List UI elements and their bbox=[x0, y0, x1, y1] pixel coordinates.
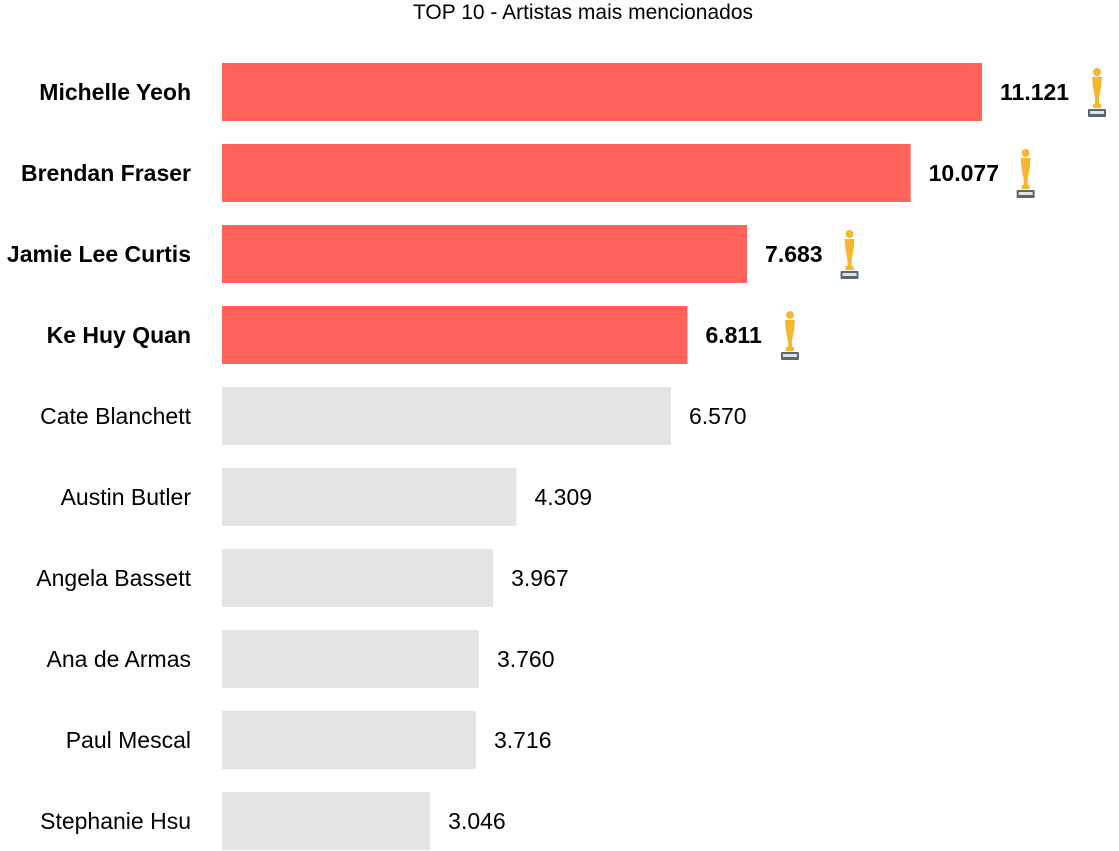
bar-angela-bassett bbox=[222, 549, 494, 607]
category-label: Ke Huy Quan bbox=[47, 322, 191, 348]
value-label: 6.811 bbox=[705, 322, 761, 348]
value-label: 10.077 bbox=[929, 160, 999, 186]
bar-cate-blanchett bbox=[222, 387, 671, 445]
value-label: 3.760 bbox=[497, 646, 555, 672]
bar-jamie-lee-curtis bbox=[222, 225, 748, 283]
bar-austin-butler bbox=[222, 468, 517, 526]
oscar-statuette-icon bbox=[1088, 68, 1106, 117]
category-label: Jamie Lee Curtis bbox=[7, 241, 191, 267]
bar-ana-de-armas bbox=[222, 630, 479, 688]
bar-ke-huy-quan bbox=[222, 306, 688, 364]
category-label: Cate Blanchett bbox=[40, 403, 191, 429]
chart-title: TOP 10 - Artistas mais mencionados bbox=[413, 1, 753, 24]
oscar-statuette-icon bbox=[780, 311, 799, 360]
value-label: 4.309 bbox=[534, 484, 592, 510]
bars-group: Michelle Yeoh 11.121 Brendan Fraser 10.077 J… bbox=[7, 63, 1106, 850]
category-label: Austin Butler bbox=[61, 484, 192, 510]
value-label: 11.121 bbox=[1000, 79, 1069, 105]
category-label: Stephanie Hsu bbox=[40, 808, 191, 834]
category-label: Angela Bassett bbox=[36, 565, 191, 591]
category-label: Ana de Armas bbox=[47, 646, 191, 672]
bar-paul-mescal bbox=[222, 711, 476, 769]
bar-brendan-fraser bbox=[222, 144, 911, 202]
category-label: Paul Mescal bbox=[66, 727, 191, 753]
oscar-statuette-icon bbox=[1016, 149, 1035, 198]
value-label: 6.570 bbox=[689, 403, 747, 429]
bar-stephanie-hsu bbox=[222, 792, 431, 850]
oscar-statuette-icon bbox=[840, 230, 859, 279]
value-label: 3.967 bbox=[511, 565, 569, 591]
value-label: 7.683 bbox=[765, 241, 823, 267]
value-label: 3.716 bbox=[494, 727, 552, 753]
category-label: Michelle Yeoh bbox=[39, 79, 191, 105]
category-label: Brendan Fraser bbox=[21, 160, 191, 186]
value-label: 3.046 bbox=[448, 808, 506, 834]
bar-michelle-yeoh bbox=[222, 63, 982, 121]
